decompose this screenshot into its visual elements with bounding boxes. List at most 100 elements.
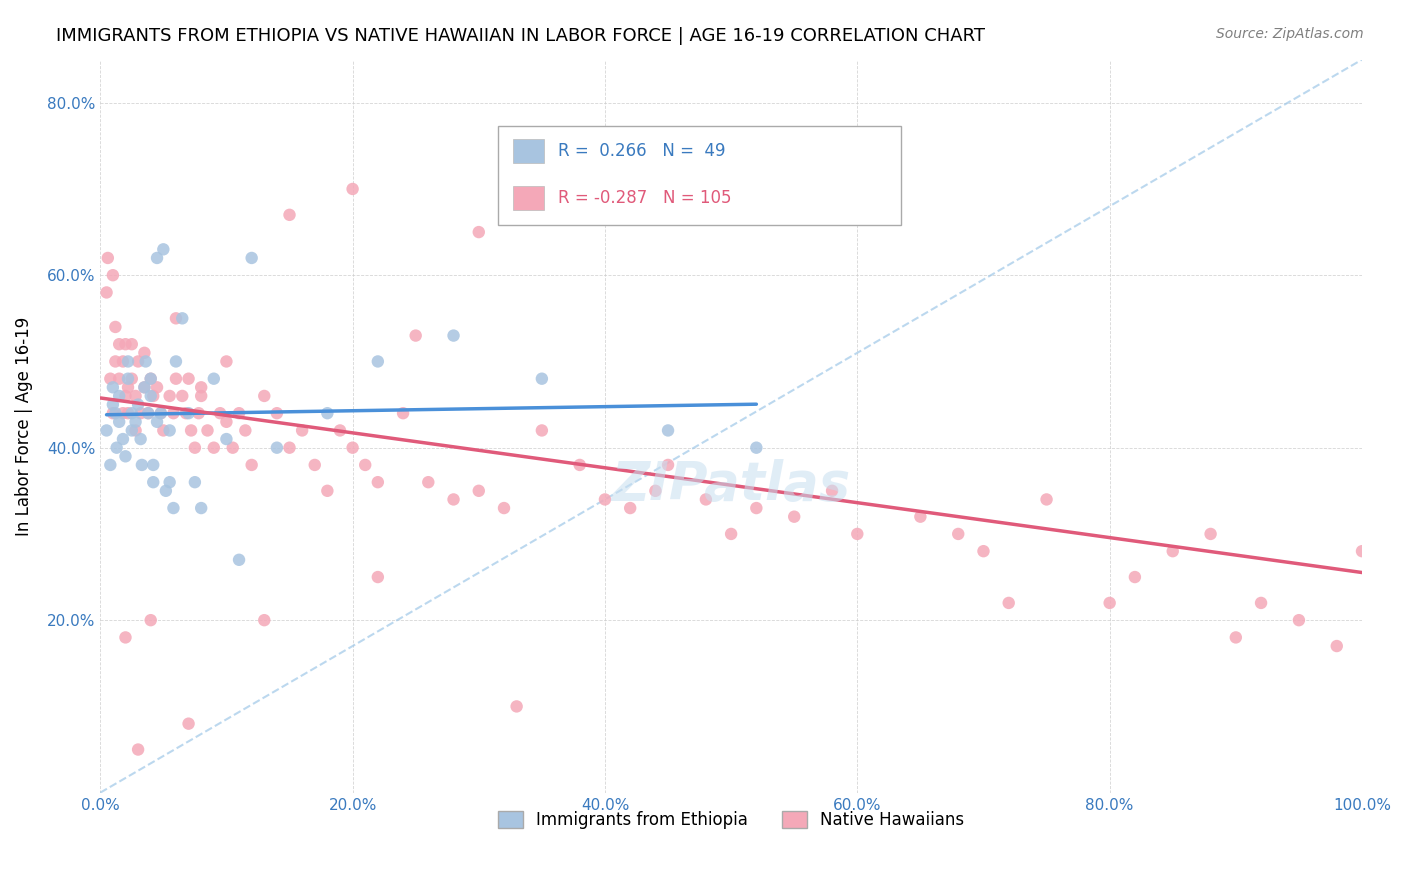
Point — [443, 492, 465, 507]
Point — [127, 398, 149, 412]
Point — [443, 328, 465, 343]
Point — [127, 354, 149, 368]
Point — [644, 483, 666, 498]
Point — [184, 475, 207, 490]
Point — [405, 328, 427, 343]
Point — [127, 742, 149, 756]
Point — [1351, 544, 1374, 558]
Point — [159, 475, 181, 490]
Point — [165, 354, 187, 368]
Point — [278, 208, 301, 222]
Point — [101, 406, 124, 420]
Point — [98, 372, 121, 386]
Point — [619, 501, 641, 516]
Point — [124, 389, 146, 403]
Point — [184, 441, 207, 455]
Text: ZIPatlas: ZIPatlas — [612, 458, 851, 511]
Point — [222, 441, 245, 455]
Point — [695, 165, 717, 179]
Point — [657, 424, 679, 438]
Point — [266, 441, 288, 455]
Point — [240, 251, 263, 265]
Point — [101, 268, 124, 283]
Y-axis label: In Labor Force | Age 16-19: In Labor Force | Age 16-19 — [15, 317, 32, 536]
Point — [972, 544, 994, 558]
Point — [121, 406, 143, 420]
Point — [354, 458, 377, 472]
Point — [1288, 613, 1310, 627]
Point — [152, 424, 174, 438]
Point — [134, 380, 156, 394]
Point — [505, 699, 527, 714]
Point — [177, 716, 200, 731]
Point — [146, 380, 169, 394]
Point — [129, 432, 152, 446]
Point — [783, 509, 806, 524]
Point — [96, 424, 118, 438]
Point — [136, 406, 159, 420]
Point — [165, 372, 187, 386]
Point — [152, 243, 174, 257]
Point — [215, 432, 238, 446]
Point — [108, 415, 131, 429]
Point — [872, 138, 894, 153]
Point — [278, 441, 301, 455]
Point — [114, 631, 136, 645]
Point — [1035, 492, 1057, 507]
Point — [108, 389, 131, 403]
FancyBboxPatch shape — [498, 126, 901, 225]
Point — [342, 441, 364, 455]
Legend: Immigrants from Ethiopia, Native Hawaiians: Immigrants from Ethiopia, Native Hawaiia… — [492, 804, 970, 836]
Point — [129, 406, 152, 420]
Point — [342, 182, 364, 196]
Text: R = -0.287   N = 105: R = -0.287 N = 105 — [558, 189, 731, 207]
Point — [948, 527, 970, 541]
Point — [146, 251, 169, 265]
Point — [240, 458, 263, 472]
Point — [190, 389, 212, 403]
Point — [392, 406, 415, 420]
Point — [114, 337, 136, 351]
Point — [117, 406, 139, 420]
Point — [108, 337, 131, 351]
Point — [997, 596, 1019, 610]
Point — [121, 372, 143, 386]
Point — [114, 450, 136, 464]
Point — [131, 458, 153, 472]
Point — [136, 406, 159, 420]
Point — [111, 432, 134, 446]
Point — [101, 380, 124, 394]
Point — [111, 354, 134, 368]
Point — [202, 441, 225, 455]
Point — [111, 406, 134, 420]
Point — [316, 406, 339, 420]
Point — [228, 553, 250, 567]
Point — [162, 501, 184, 516]
Point — [745, 441, 768, 455]
Point — [139, 372, 162, 386]
Point — [1098, 596, 1121, 610]
Point — [418, 475, 440, 490]
Point — [190, 380, 212, 394]
Point — [593, 492, 616, 507]
Point — [121, 337, 143, 351]
Point — [142, 475, 165, 490]
Point — [187, 406, 209, 420]
Point — [159, 389, 181, 403]
Point — [142, 458, 165, 472]
Point — [468, 483, 491, 498]
Point — [105, 441, 128, 455]
Text: Source: ZipAtlas.com: Source: ZipAtlas.com — [1216, 27, 1364, 41]
Point — [135, 354, 157, 368]
Point — [101, 398, 124, 412]
Point — [98, 458, 121, 472]
Point — [155, 483, 177, 498]
Point — [235, 424, 257, 438]
FancyBboxPatch shape — [513, 139, 544, 163]
Text: R =  0.266   N =  49: R = 0.266 N = 49 — [558, 142, 725, 161]
FancyBboxPatch shape — [513, 186, 544, 210]
Point — [530, 424, 553, 438]
Point — [149, 406, 172, 420]
Point — [215, 354, 238, 368]
Point — [97, 251, 120, 265]
